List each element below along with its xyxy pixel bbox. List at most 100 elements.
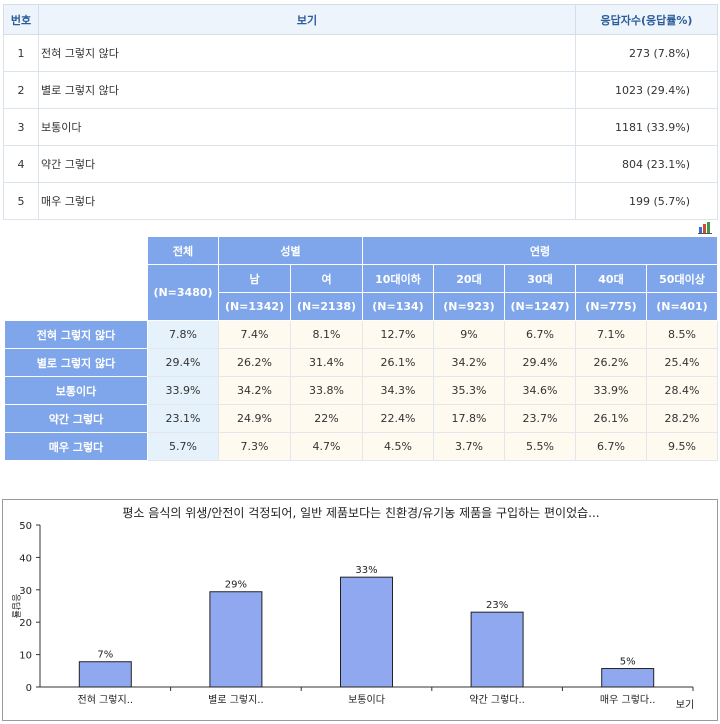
cell-value: 33.8% <box>290 376 363 405</box>
col-n: (N=1247) <box>504 292 576 321</box>
chart-title: 평소 음식의 위생/안전이 걱정되어, 일반 제품보다는 친환경/유기농 제품을… <box>122 506 600 520</box>
y-tick-label: 20 <box>19 618 32 629</box>
col-n: (N=775) <box>575 292 647 321</box>
cell-value: 28.2% <box>646 404 718 433</box>
row-label: 전혀 그렇지 않다 <box>4 320 148 349</box>
bar <box>78 661 132 688</box>
cell-total: 33.9% <box>147 376 219 405</box>
row-number: 5 <box>3 182 39 220</box>
cell-value: 34.2% <box>218 376 291 405</box>
cell-value: 23.7% <box>504 404 576 433</box>
bar <box>340 576 393 688</box>
row-label: 보통이다 <box>38 108 576 146</box>
col-n: (N=134) <box>362 292 434 321</box>
bar <box>470 611 524 688</box>
cell-value: 28.4% <box>646 376 718 405</box>
col-label: 여 <box>290 264 363 293</box>
header-gender: 성별 <box>218 236 363 265</box>
cell-value: 26.2% <box>218 348 291 377</box>
row-label: 매우 그렇다 <box>4 432 148 461</box>
cell-value: 26.1% <box>362 348 434 377</box>
row-label: 별로 그렇지 않다 <box>38 71 576 109</box>
cell-value: 4.7% <box>290 432 363 461</box>
cell-value: 35.3% <box>433 376 505 405</box>
cell-value: 25.4% <box>646 348 718 377</box>
bar <box>601 668 655 688</box>
row-count: 1023 (29.4%) <box>575 71 718 109</box>
cell-value: 8.1% <box>290 320 363 349</box>
cell-value: 4.5% <box>362 432 434 461</box>
cell-value: 17.8% <box>433 404 505 433</box>
chart-canvas: 0 10 20 30 40 50 응답률 7% 전혀 그렇지.. 29% 별로 그렇지.. 33% 보통… <box>10 521 694 711</box>
cell-value: 9.5% <box>646 432 718 461</box>
row-label: 별로 그렇지 않다 <box>4 348 148 377</box>
table-row: 2 별로 그렇지 않다 1023 (29.4%) <box>3 71 718 109</box>
y-tick-label: 50 <box>19 521 32 532</box>
x-tick-label: 매우 그렇다.. <box>600 693 656 706</box>
cell-value: 6.7% <box>504 320 576 349</box>
bar-chart-icon[interactable] <box>698 222 712 234</box>
cell-value: 9% <box>433 320 505 349</box>
col-label: 30대 <box>504 264 576 293</box>
row-number: 2 <box>3 71 39 109</box>
cell-value: 33.9% <box>575 376 647 405</box>
header-total: 전체 <box>147 236 219 265</box>
cell-total: 23.1% <box>147 404 219 433</box>
cell-value: 12.7% <box>362 320 434 349</box>
y-axis-label: 응답률 <box>10 594 22 619</box>
row-count: 199 (5.7%) <box>575 182 718 220</box>
cell-value: 31.4% <box>290 348 363 377</box>
header-option: 보기 <box>38 4 576 35</box>
header-age: 연령 <box>362 236 718 265</box>
crosstab-row: 약간 그렇다 23.1% 24.9% 22% 22.4% 17.8% 23.7%… <box>4 404 718 433</box>
row-number: 3 <box>3 108 39 146</box>
row-label: 보통이다 <box>4 376 148 405</box>
row-number: 1 <box>3 34 39 72</box>
crosstab-row: 전혀 그렇지 않다 7.8% 7.4% 8.1% 12.7% 9% 6.7% 7… <box>4 320 718 349</box>
crosstab-row: 보통이다 33.9% 34.2% 33.8% 34.3% 35.3% 34.6%… <box>4 376 718 405</box>
cell-value: 26.2% <box>575 348 647 377</box>
col-n: (N=401) <box>646 292 718 321</box>
row-number: 4 <box>3 145 39 183</box>
y-tick-label: 10 <box>19 651 32 662</box>
table-row: 5 매우 그렇다 199 (5.7%) <box>3 182 718 220</box>
col-label: 20대 <box>433 264 505 293</box>
header-count: 응답자수(응답률%) <box>575 4 718 35</box>
crosstab-row: 별로 그렇지 않다 29.4% 26.2% 31.4% 26.1% 34.2% … <box>4 348 718 377</box>
bar-data-label: 5% <box>620 657 636 668</box>
corner-cell <box>4 236 148 321</box>
row-count: 1181 (33.9%) <box>575 108 718 146</box>
table-row: 1 전혀 그렇지 않다 273 (7.8%) <box>3 34 718 72</box>
header-number: 번호 <box>3 4 39 35</box>
row-label: 매우 그렇다 <box>38 182 576 220</box>
crosstab-table: 전체 성별 연령 (N=3480) 남 여 10대이하 20대 30대 40대 … <box>4 236 718 461</box>
col-n: (N=2138) <box>290 292 363 321</box>
table-row: 4 약간 그렇다 804 (23.1%) <box>3 145 718 183</box>
col-label: 남 <box>218 264 291 293</box>
col-label: 50대이상 <box>646 264 718 293</box>
x-tick-label: 약간 그렇다.. <box>469 693 525 706</box>
cell-value: 29.4% <box>504 348 576 377</box>
bar-data-label: 23% <box>486 600 508 611</box>
row-label: 전혀 그렇지 않다 <box>38 34 576 72</box>
y-tick-label: 30 <box>19 586 32 597</box>
cell-value: 34.3% <box>362 376 434 405</box>
bar-data-label: 29% <box>225 580 247 591</box>
col-label: 40대 <box>575 264 647 293</box>
y-tick-label: 0 <box>26 683 32 694</box>
cell-value: 22% <box>290 404 363 433</box>
bar-chart: 평소 음식의 위생/안전이 걱정되어, 일반 제품보다는 친환경/유기농 제품을… <box>2 499 718 721</box>
cell-value: 24.9% <box>218 404 291 433</box>
table-row: 3 보통이다 1181 (33.9%) <box>3 108 718 146</box>
response-table: 번호 보기 응답자수(응답률%) 1 전혀 그렇지 않다 273 (7.8%) … <box>3 4 718 220</box>
cell-value: 5.5% <box>504 432 576 461</box>
cell-value: 34.2% <box>433 348 505 377</box>
bar-data-label: 7% <box>97 650 113 661</box>
cell-total: 29.4% <box>147 348 219 377</box>
cell-value: 3.7% <box>433 432 505 461</box>
cell-value: 7.3% <box>218 432 291 461</box>
col-n: (N=923) <box>433 292 505 321</box>
bar-data-label: 33% <box>355 565 377 576</box>
x-tick-label: 보통이다 <box>348 694 385 706</box>
cell-total: 5.7% <box>147 432 219 461</box>
